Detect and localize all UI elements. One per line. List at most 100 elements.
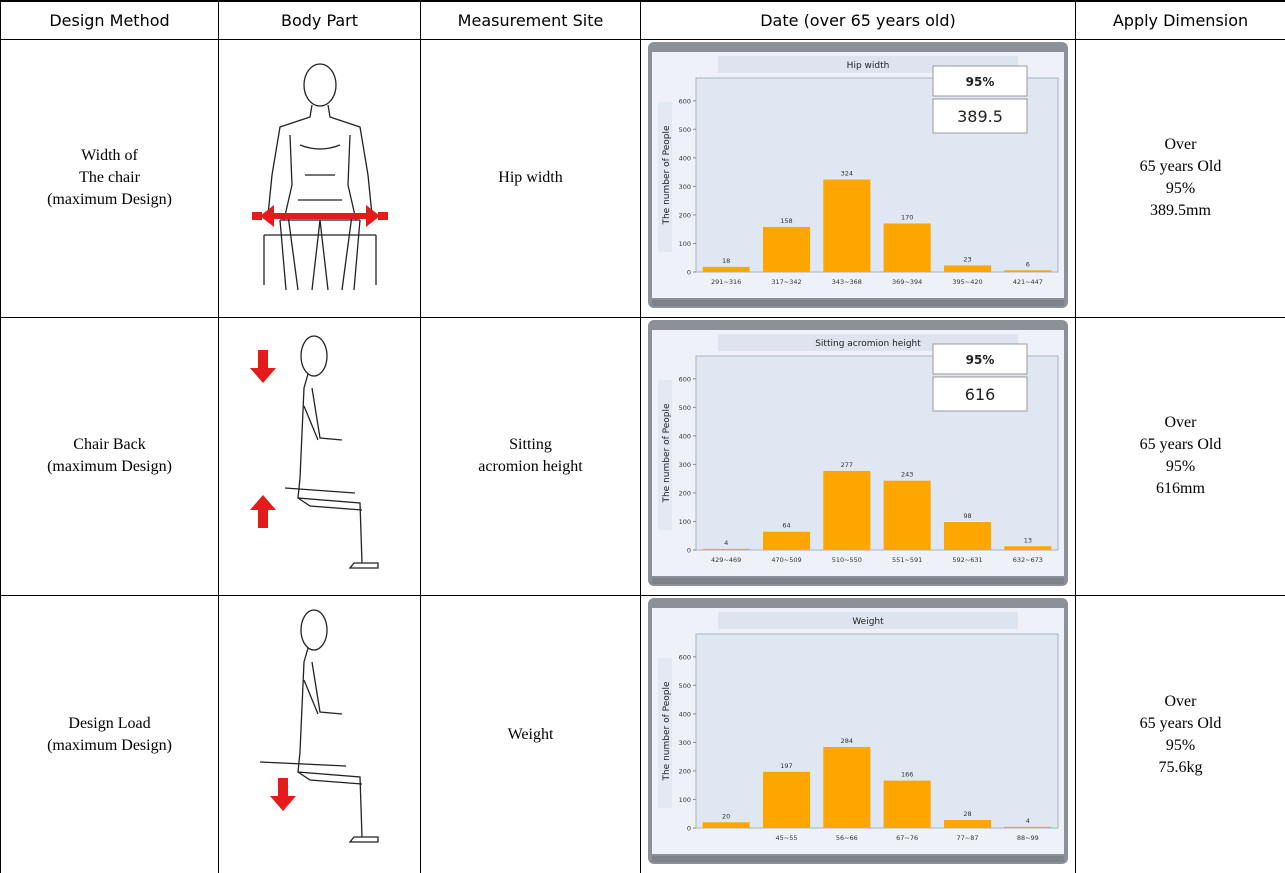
box (932, 98, 1028, 133)
panel-bottom (652, 577, 1064, 584)
x-tick-label: 470~509 (771, 556, 801, 564)
cell-line: 65 years Old (1139, 436, 1222, 453)
bar (943, 521, 992, 550)
bar (943, 264, 992, 272)
value-label: 197 (780, 762, 792, 770)
cell-line: The chair (79, 169, 140, 186)
design-method-cell: Width of The chair (maximum Design) (0, 38, 219, 318)
box (932, 65, 1028, 96)
chart-title: Sitting acromion height (815, 339, 921, 349)
x-tick-label: 77~87 (957, 834, 979, 842)
cell-line: (maximum Design) (47, 191, 172, 208)
body-part-cell (218, 38, 421, 318)
cell-line: (maximum Design) (47, 458, 172, 475)
body-figure (259, 609, 379, 843)
y-tick-label: 400 (679, 154, 691, 162)
bar (1004, 545, 1052, 550)
box (932, 376, 1028, 411)
bar (1004, 269, 1052, 272)
x-tick-label: 291~316 (711, 278, 741, 286)
value-label: 28 (963, 810, 971, 818)
bar (943, 820, 992, 828)
y-tick-label: 300 (679, 460, 691, 468)
x-tick-label: 88~99 (1017, 834, 1039, 842)
cell-line: 616mm (1156, 480, 1205, 497)
y-tick-label: 300 (679, 739, 691, 747)
header-cell: Date (over 65 years old) (640, 0, 1076, 40)
bar (702, 822, 750, 828)
percentile-label: 95% (966, 75, 995, 89)
chart-cell: Hip width The number of People 0 100 200 300 4… (640, 38, 1076, 318)
cell-line: 389.5mm (1150, 202, 1211, 219)
panel-bottom (652, 299, 1064, 306)
bar (823, 179, 871, 272)
value-label: 170 (901, 213, 913, 221)
value-label: 64 (782, 521, 790, 529)
body-figure (249, 334, 379, 569)
bar (702, 266, 750, 272)
y-tick-label: 200 (679, 211, 691, 219)
chart: Sitting acromion height The number of Peo… (648, 319, 1068, 586)
y-tick-label: 100 (679, 517, 691, 525)
y-tick-label: 0 (687, 546, 691, 554)
y-tick-label: 300 (679, 182, 691, 190)
bar (1004, 826, 1052, 828)
header-cell: Apply Dimension (1075, 0, 1285, 40)
chart-title: Hip width (847, 61, 890, 71)
y-axis-label: The number of People (662, 403, 672, 503)
table-row: Design Load (maximum Design) Weight Weight… (0, 594, 1285, 873)
bar (823, 470, 871, 550)
table-row: Chair Back (maximum Design) Sitting acromi… (0, 316, 1285, 596)
bar (762, 771, 811, 828)
y-axis-label: The number of People (662, 125, 672, 225)
bar (702, 548, 750, 550)
value-label: 277 (841, 460, 853, 468)
plot-area (695, 633, 1059, 829)
apply-dimension-cell: Over 65 years Old 95% 389.5mm (1075, 38, 1285, 318)
header-cell: Measurement Site (420, 0, 641, 40)
percentile-value: 389.5 (957, 107, 1003, 126)
bar (823, 746, 871, 828)
value-label: 18 (722, 256, 730, 264)
y-tick-label: 500 (679, 403, 691, 411)
measurement-site-cell: Sitting acromion height (420, 316, 641, 596)
cell-line: Width of (81, 147, 138, 164)
x-tick-label: 317~342 (771, 278, 801, 286)
value-label: 4 (1026, 817, 1030, 825)
y-tick-label: 200 (679, 767, 691, 775)
cell-line: Hip width (498, 169, 563, 186)
y-tick-label: 0 (687, 268, 691, 276)
y-label-band (658, 101, 672, 252)
y-label-band (658, 658, 672, 808)
y-tick-label: 500 (679, 682, 691, 690)
y-tick-label: 600 (679, 653, 691, 661)
value-label: 20 (722, 812, 730, 820)
cell-line: Chair Back (73, 436, 146, 453)
header-cell: Design Method (0, 0, 219, 40)
value-label: 23 (963, 255, 971, 263)
measurement-site-cell: Hip width (420, 38, 641, 318)
cell-line: 95% (1165, 458, 1196, 475)
cell-line: 65 years Old (1139, 714, 1222, 732)
table-row: Width of The chair (maximum Design) Hip wi… (0, 38, 1285, 318)
x-tick-label: 429~469 (711, 556, 741, 564)
cell-line: 75.6kg (1158, 758, 1203, 776)
y-label-band (658, 379, 672, 530)
cell-line: Design Load (68, 714, 151, 732)
percentile-label: 95% (966, 353, 995, 367)
value-label: 324 (841, 169, 853, 177)
header-cell: Body Part (218, 0, 421, 40)
cell-line: 65 years Old (1139, 158, 1222, 175)
value-label: 158 (780, 216, 792, 224)
percentile-value: 616 (965, 385, 996, 404)
chart-cell: Sitting acromion height The number of Peo… (640, 316, 1076, 596)
panel-bottom (652, 856, 1064, 862)
title-band (718, 612, 1018, 629)
y-tick-label: 600 (679, 375, 691, 383)
design-method-cell: Chair Back (maximum Design) (0, 316, 219, 596)
x-tick-label: 395~420 (952, 278, 982, 286)
x-tick-label: 551~591 (892, 556, 922, 564)
y-tick-label: 200 (679, 489, 691, 497)
